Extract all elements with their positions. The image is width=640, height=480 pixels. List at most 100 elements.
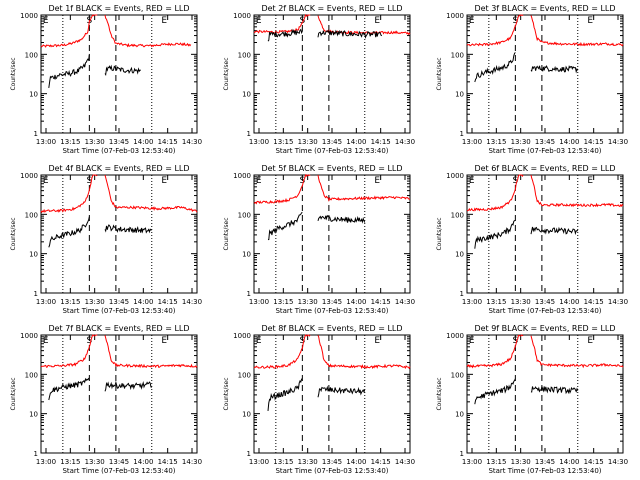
series-lld-segment-1	[40, 174, 98, 214]
series-lld-segment-2	[530, 335, 624, 369]
x-tick-label: 14:00	[346, 298, 366, 306]
marker-E-start: E	[256, 336, 262, 346]
y-axis-label: Counts/sec	[223, 377, 230, 410]
detector-panel-9: Det 9f BLACK = Events, RED = LLD 1 10 100 10…	[436, 324, 628, 475]
series-events-segment-1	[474, 378, 516, 405]
y-tick-label: 100	[25, 51, 38, 59]
x-tick-label: 13:15	[60, 458, 80, 466]
y-tick-label: 1	[460, 290, 464, 298]
y-tick-label: 100	[451, 211, 464, 219]
panel-title: Det 9f BLACK = Events, RED = LLD	[474, 324, 615, 333]
x-tick-label: 13:15	[273, 458, 293, 466]
x-tick-label: 13:45	[322, 138, 342, 146]
y-tick-label: 1	[247, 290, 251, 298]
x-tick-label: 13:45	[535, 298, 555, 306]
x-tick-label: 14:30	[395, 138, 415, 146]
y-tick-label: 1000	[20, 172, 38, 180]
x-tick-label: 13:30	[298, 298, 318, 306]
x-tick-label: 14:15	[371, 298, 391, 306]
series-events-segment-2	[317, 214, 366, 224]
x-tick-label: 13:00	[462, 298, 482, 306]
plot-frame	[253, 174, 411, 294]
y-tick-label: 10	[242, 411, 251, 419]
y-tick-label: 1000	[20, 12, 38, 20]
x-tick-label: 13:30	[298, 458, 318, 466]
x-tick-label: 14:00	[559, 298, 579, 306]
series-lld-segment-2	[530, 15, 624, 47]
x-tick-label: 13:15	[486, 458, 506, 466]
x-axis-label: Start Time (07-Feb-03 12:53:40)	[275, 307, 388, 315]
x-tick-label: 13:30	[85, 298, 105, 306]
x-axis-label: Start Time (07-Feb-03 12:53:40)	[62, 147, 175, 155]
x-tick-label: 13:00	[249, 458, 269, 466]
y-axis-label: Counts/sec	[223, 57, 230, 90]
x-tick-label: 13:00	[36, 298, 56, 306]
y-tick-label: 10	[455, 251, 464, 259]
x-tick-label: 14:00	[346, 138, 366, 146]
x-tick-label: 13:15	[486, 138, 506, 146]
y-tick-label: 100	[25, 211, 38, 219]
series-events-segment-2	[104, 380, 152, 392]
series-lld-segment-1	[40, 14, 98, 48]
series-lld-segment-1	[40, 334, 98, 368]
marker-E-start: E	[256, 176, 262, 186]
x-tick-label: 13:45	[109, 458, 129, 466]
y-tick-label: 1000	[446, 172, 464, 180]
detector-panel-1: Det 1f BLACK = Events, RED = LLD 1 10 100 10…	[10, 4, 202, 155]
panel-title: Det 1f BLACK = Events, RED = LLD	[48, 4, 189, 13]
y-tick-label: 10	[29, 91, 38, 99]
detector-panel-2: Det 2f BLACK = Events, RED = LLD 1 10 100 10…	[223, 4, 415, 155]
x-tick-label: 14:30	[182, 458, 202, 466]
x-tick-label: 13:30	[511, 298, 531, 306]
marker-E-start: E	[43, 16, 49, 26]
marker-E-end: E	[374, 336, 380, 346]
y-axis-label: Counts/sec	[223, 217, 230, 250]
series-lld-segment-2	[104, 335, 198, 369]
marker-S: S	[87, 336, 93, 346]
x-tick-label: 14:00	[133, 458, 153, 466]
marker-S: S	[300, 176, 306, 186]
x-tick-label: 14:15	[158, 458, 178, 466]
series-events-segment-1	[267, 212, 303, 241]
x-tick-label: 14:30	[608, 458, 628, 466]
marker-E-start: E	[469, 176, 475, 186]
series-events-segment-1	[474, 52, 516, 83]
x-tick-label: 13:00	[36, 138, 56, 146]
series-events-segment-2	[317, 29, 383, 39]
x-tick-label: 14:30	[608, 138, 628, 146]
detector-panel-5: Det 5f BLACK = Events, RED = LLD 1 10 100 10…	[223, 164, 415, 315]
x-tick-label: 14:00	[133, 138, 153, 146]
series-events-segment-1	[48, 216, 90, 248]
series-lld-segment-1	[253, 173, 311, 205]
x-tick-label: 13:00	[36, 458, 56, 466]
series-lld-segment-2	[317, 174, 411, 202]
marker-S: S	[513, 176, 519, 186]
panel-title: Det 2f BLACK = Events, RED = LLD	[261, 4, 402, 13]
y-tick-label: 10	[242, 251, 251, 259]
x-tick-label: 14:15	[371, 458, 391, 466]
x-tick-label: 13:00	[462, 138, 482, 146]
y-tick-label: 1	[460, 130, 464, 138]
x-tick-label: 14:15	[158, 138, 178, 146]
marker-S: S	[513, 16, 519, 26]
series-events-segment-2	[530, 226, 579, 236]
y-tick-label: 10	[455, 91, 464, 99]
x-tick-label: 13:30	[85, 458, 105, 466]
x-tick-label: 13:15	[486, 298, 506, 306]
panel-title: Det 3f BLACK = Events, RED = LLD	[474, 4, 615, 13]
series-lld-segment-1	[253, 334, 311, 369]
panel-title: Det 6f BLACK = Events, RED = LLD	[474, 164, 615, 173]
x-tick-label: 14:30	[182, 298, 202, 306]
detector-panel-8: Det 8f BLACK = Events, RED = LLD 1 10 100 10…	[223, 324, 415, 475]
x-tick-label: 14:15	[584, 138, 604, 146]
x-tick-label: 13:00	[462, 458, 482, 466]
detector-panel-4: Det 4f BLACK = Events, RED = LLD 1 10 100 10…	[10, 164, 202, 315]
series-lld-segment-1	[253, 13, 311, 34]
y-axis-label: Counts/sec	[436, 377, 443, 410]
x-tick-label: 13:15	[60, 298, 80, 306]
y-axis-label: Counts/sec	[10, 57, 17, 90]
series-events-segment-2	[530, 64, 579, 74]
series-lld-segment-2	[104, 14, 192, 48]
series-lld-segment-1	[466, 334, 524, 369]
